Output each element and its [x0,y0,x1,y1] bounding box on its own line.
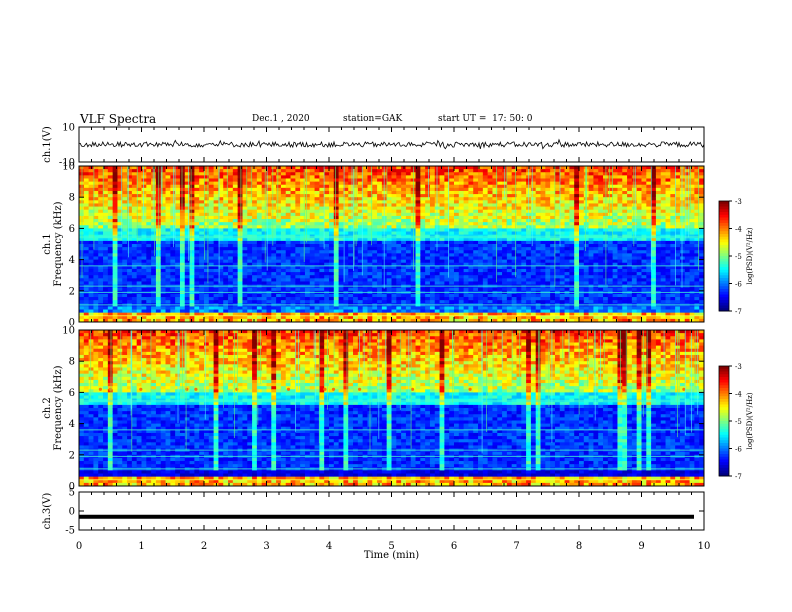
ylabel-2: Frequency (kHz) [53,201,64,286]
ytick-label: -5 [65,526,75,537]
ytick-label: 0 [69,318,75,329]
spectrogram-1 [79,166,705,323]
colorbar-tick: -3 [735,363,742,371]
ytick-label: 8 [69,357,75,368]
xtick-label: 5 [388,541,394,552]
date-label: Dec.1 , 2020 [252,114,310,124]
ytick-label: 5 [69,488,75,499]
xtick-label: 0 [76,541,82,552]
ylabel-3: Frequency (kHz) [53,365,64,450]
ytick-label: 8 [69,193,75,204]
start-time-label: start UT = 17: 50: 0 [438,114,533,124]
colorbar-tick: -7 [735,308,742,316]
ylabel-4: ch.3(V) [42,493,53,530]
waveform-ch1-line [78,138,705,150]
colorbar-label: log(PSD)(V²/Hz) [746,392,754,449]
ytick-label: 10 [62,326,75,337]
ytick-label: -10 [59,158,75,169]
ytick-label: 4 [69,255,75,266]
panel-frame-4 [78,491,705,531]
ytick-label: 0 [69,507,75,518]
chart-title: VLF Spectra [80,112,157,126]
xtick-label: 3 [263,541,269,552]
ytick-label: 10 [62,162,75,173]
xtick-label: 7 [513,541,519,552]
xtick-label: 10 [698,541,711,552]
xtick-label: 1 [138,541,144,552]
xtick-label: 4 [326,541,332,552]
colorbar-label: log(PSD)(V²/Hz) [746,227,754,284]
xtick-label: 8 [576,541,582,552]
ylabel-1: ch.1(V) [42,126,53,163]
ytick-label: 2 [69,286,75,297]
colorbar-tick: -6 [735,446,742,454]
colorbar-1 [718,200,732,312]
xtick-label: 9 [638,541,644,552]
ytick-label: 4 [69,419,75,430]
colorbar-tick: -5 [735,253,742,261]
colorbar-tick: -6 [735,281,742,289]
colorbar-2 [718,365,732,477]
ytick-label: 0 [69,482,75,493]
ytick-label: 6 [69,224,75,235]
colorbar-tick: -3 [735,198,742,206]
xaxis-label: Time (min) [364,550,419,561]
station-label: station=GAK [343,114,403,124]
xtick-label: 2 [201,541,207,552]
ylabel-3: ch.2 [42,397,53,419]
colorbar-tick: -5 [735,418,742,426]
colorbar-tick: -7 [735,473,742,481]
ytick-label: 2 [69,450,75,461]
colorbar-tick: -4 [735,391,742,399]
spectrogram-2 [79,330,705,487]
ytick-label: 6 [69,388,75,399]
colorbar-tick: -4 [735,226,742,234]
ytick-label: 10 [62,123,75,134]
ylabel-2: ch.1 [42,233,53,255]
xtick-label: 6 [451,541,457,552]
